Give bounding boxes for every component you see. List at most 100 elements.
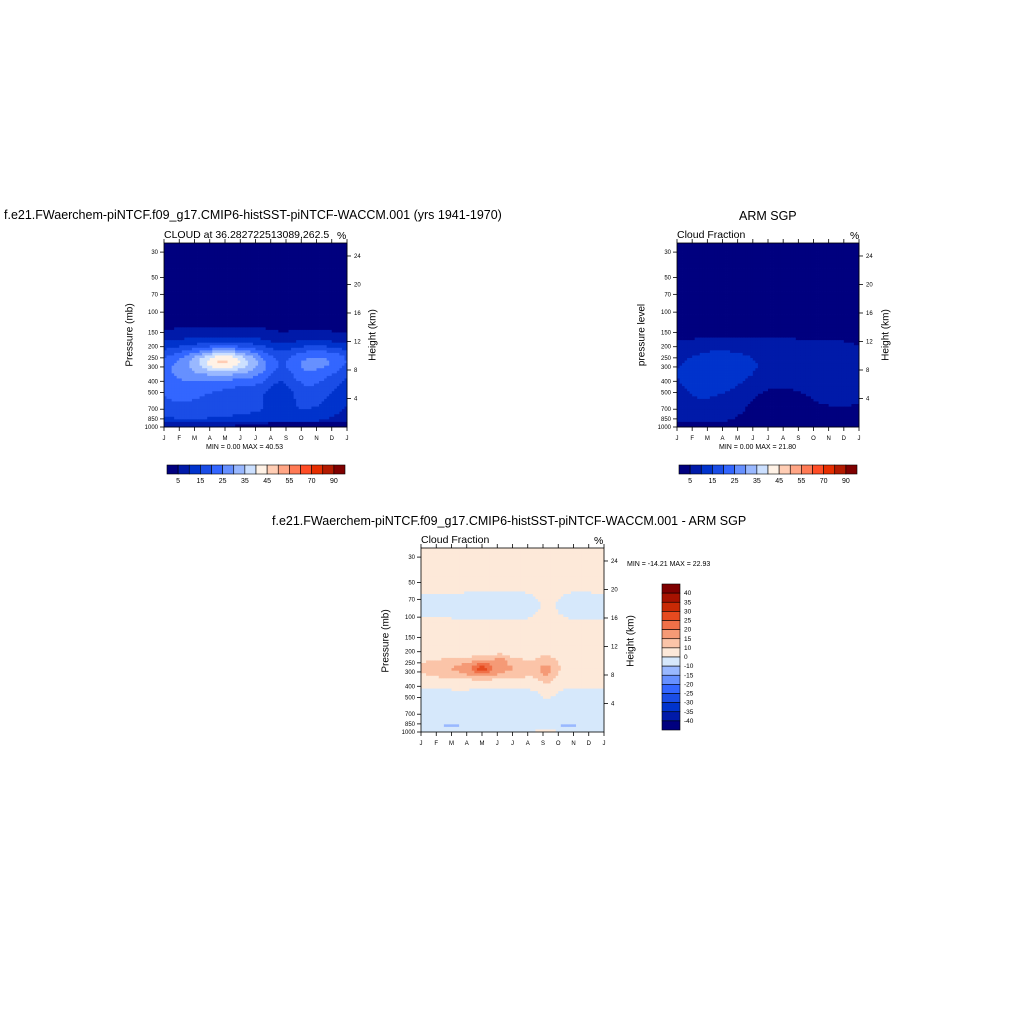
y-tick-label: 70	[408, 597, 415, 603]
y-right-tick-label: 12	[866, 339, 873, 345]
y-right-tick-label: 12	[354, 339, 361, 345]
colorbar-label: -40	[684, 718, 694, 725]
colorbar-label: 35	[753, 478, 761, 485]
y-tick-label: 700	[405, 712, 416, 718]
y-right-tick-label: 4	[611, 701, 615, 707]
y-tick-label: 400	[405, 684, 416, 690]
y-tick-label: 850	[661, 417, 672, 423]
y-right-tick-label: 8	[866, 368, 870, 374]
x-tick-label: O	[811, 436, 816, 442]
colorbar-swatch	[661, 693, 681, 703]
y-tick-label: 1000	[402, 730, 416, 736]
colorbar-swatch	[661, 665, 681, 676]
panel1-minmax: MIN = 0.00 MAX = 40.53	[206, 444, 284, 451]
colorbar-swatch	[845, 464, 858, 475]
panel3-left-string: Cloud Fraction	[421, 534, 490, 546]
y-right-tick-label: 4	[354, 396, 358, 402]
y-tick-label: 30	[664, 250, 671, 256]
y-right-tick-label: 16	[611, 616, 618, 622]
x-tick-label: M	[735, 436, 740, 442]
colorbar-swatch	[661, 684, 681, 694]
colorbar-label: 5	[176, 478, 180, 485]
y-tick-label: 500	[148, 390, 159, 396]
x-tick-label: D	[330, 436, 335, 442]
x-tick-label: J	[496, 741, 499, 747]
y-tick-label: 70	[151, 292, 158, 298]
x-tick-label: A	[465, 741, 469, 747]
colorbar-swatch	[661, 583, 681, 594]
colorbar-label: -15	[684, 672, 694, 679]
x-tick-label: A	[526, 741, 530, 747]
colorbar-label: 5	[688, 478, 692, 485]
y-tick-label: 150	[405, 635, 416, 641]
x-tick-label: S	[796, 436, 800, 442]
panel1-contour-fill	[164, 243, 348, 428]
y-tick-label: 1000	[145, 425, 159, 431]
colorbar-swatch	[661, 674, 681, 685]
y-right-tick-label: 24	[611, 559, 618, 565]
y-tick-label: 200	[405, 650, 416, 656]
y-tick-label: 300	[661, 365, 672, 371]
y-tick-label: 400	[148, 379, 159, 385]
y-right-tick-label: 8	[354, 368, 358, 374]
y-tick-label: 100	[148, 310, 159, 316]
y-right-tick-label: 12	[611, 644, 618, 650]
y-tick-label: 50	[408, 581, 415, 587]
x-tick-label: J	[346, 436, 349, 442]
y-right-tick-label: 8	[611, 673, 615, 679]
x-tick-label: A	[269, 436, 273, 442]
y-tick-label: 850	[405, 722, 416, 728]
panel3-contour-fill	[421, 548, 605, 733]
y-tick-label: 250	[405, 661, 416, 667]
y-tick-label: 50	[151, 276, 158, 282]
colorbar-label: 30	[684, 608, 692, 615]
y-right-tick-label: 24	[866, 254, 873, 260]
panel3-title: f.e21.FWaerchem-piNTCF.f09_g17.CMIP6-his…	[272, 514, 747, 528]
x-tick-label: J	[254, 436, 257, 442]
x-tick-label: O	[556, 741, 561, 747]
x-tick-label: J	[420, 741, 423, 747]
x-tick-label: J	[603, 741, 606, 747]
y-right-tick-label: 4	[866, 396, 870, 402]
y-tick-label: 250	[148, 356, 159, 362]
colorbar-label: 55	[285, 478, 293, 485]
x-tick-label: M	[223, 436, 228, 442]
colorbar-label: 15	[196, 478, 204, 485]
x-tick-label: J	[858, 436, 861, 442]
colorbar-label: 70	[820, 478, 828, 485]
x-tick-label: M	[705, 436, 710, 442]
y-tick-label: 700	[148, 407, 159, 413]
y-tick-label: 850	[148, 417, 159, 423]
colorbar-label: 25	[219, 478, 227, 485]
colorbar-swatch	[661, 601, 681, 612]
y-right-tick-label: 16	[866, 311, 873, 317]
y-right-tick-label: 24	[354, 254, 361, 260]
x-tick-label: S	[284, 436, 288, 442]
x-tick-label: J	[751, 436, 754, 442]
colorbar-label: 35	[684, 599, 692, 606]
colorbar-label: 45	[263, 478, 271, 485]
panel2-left-string: Cloud Fraction	[677, 229, 746, 241]
y-right-tick-label: 20	[354, 282, 361, 288]
colorbar-label: 15	[684, 636, 692, 643]
y-tick-label: 100	[661, 310, 672, 316]
colorbar-label: 20	[684, 627, 692, 634]
colorbar-label: 35	[241, 478, 249, 485]
y-tick-label: 250	[661, 356, 672, 362]
panel2-minmax: MIN = 0.00 MAX = 21.80	[719, 444, 797, 451]
y-tick-label: 400	[661, 379, 672, 385]
y-tick-label: 500	[405, 695, 416, 701]
colorbar-label: 15	[708, 478, 716, 485]
colorbar-label: 90	[842, 478, 850, 485]
colorbar-label: 10	[684, 645, 692, 652]
colorbar-label: 90	[330, 478, 338, 485]
x-tick-label: J	[163, 436, 166, 442]
colorbar-label: -10	[684, 663, 694, 670]
panel2-contour-fill	[677, 243, 860, 428]
